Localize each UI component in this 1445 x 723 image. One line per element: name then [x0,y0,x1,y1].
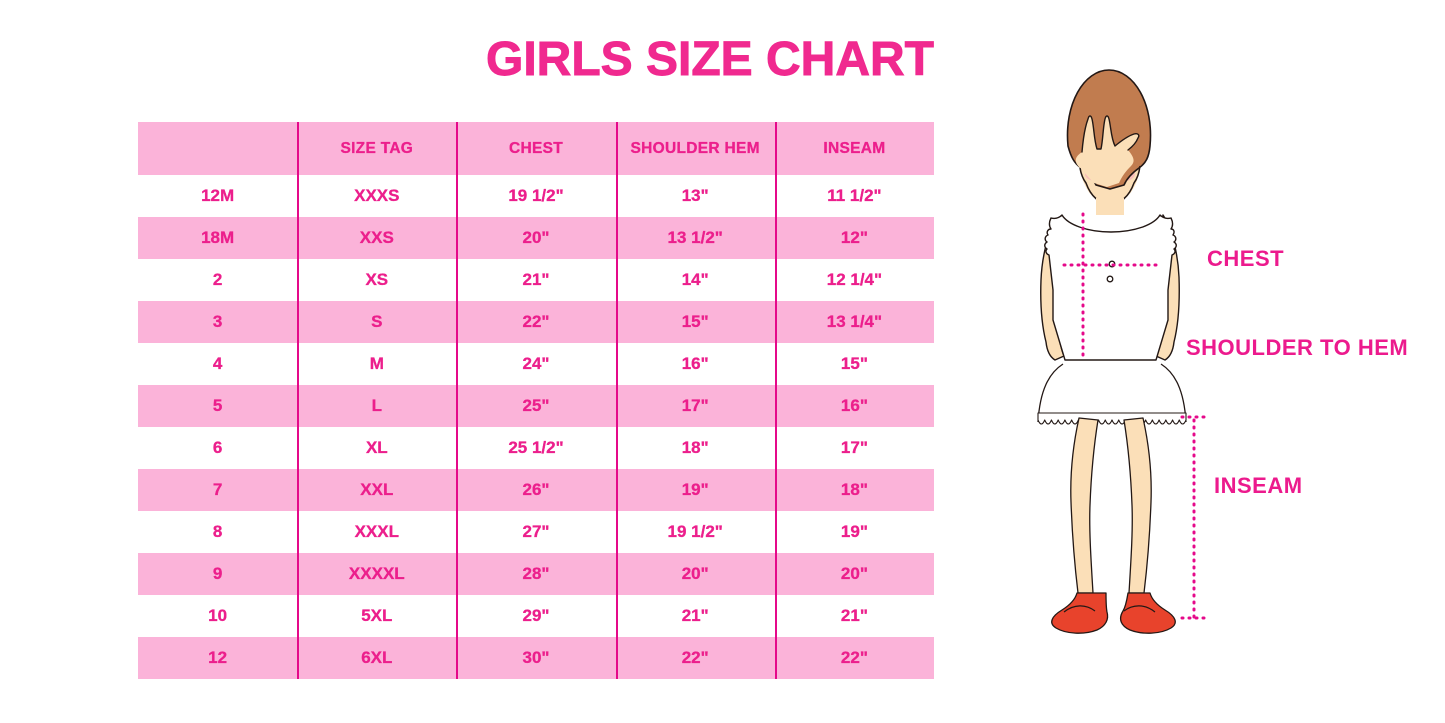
svg-text:INSEAM: INSEAM [1214,473,1303,498]
svg-text:SHOULDER TO HEM: SHOULDER TO HEM [1186,335,1408,360]
svg-text:CHEST: CHEST [1207,246,1284,271]
